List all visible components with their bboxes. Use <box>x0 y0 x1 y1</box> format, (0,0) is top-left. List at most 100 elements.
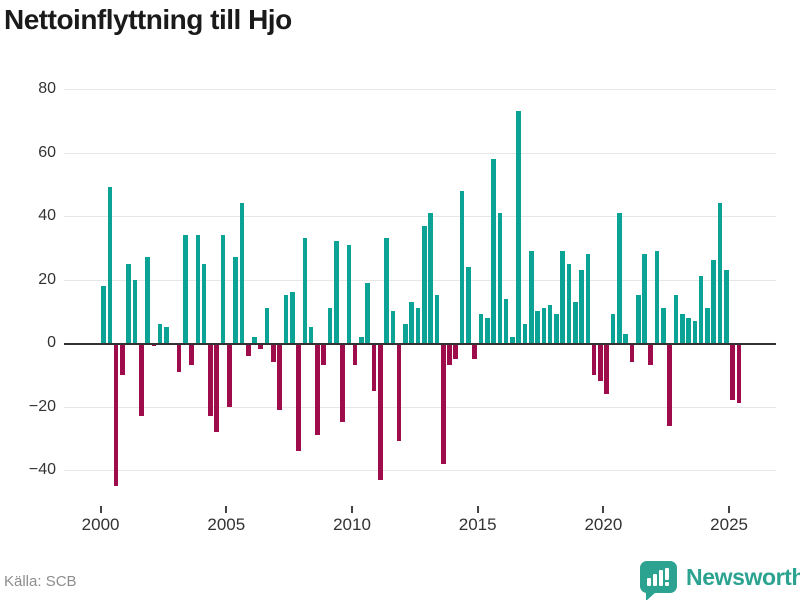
source-caption: Källa: SCB <box>4 573 77 590</box>
bar-2020-q2 <box>610 314 616 343</box>
x-axis-tick-2010 <box>351 506 353 513</box>
bar-2024-q3 <box>717 203 723 343</box>
bar-2000-q1 <box>101 285 106 343</box>
bar-2020-q4 <box>623 333 628 343</box>
y-axis-label: 60 <box>38 143 56 161</box>
y-axis-label: 0 <box>47 334 56 351</box>
bar-2002-q3 <box>164 327 169 343</box>
bar-2019-q3 <box>591 345 597 375</box>
bar-2014-q4 <box>472 345 477 359</box>
bar-2015-q1 <box>478 314 484 343</box>
bar-2011-q3 <box>390 311 396 344</box>
bar-2013-q2 <box>434 295 440 343</box>
bar-2024-q2 <box>711 260 716 343</box>
bar-2021-q1 <box>629 345 635 362</box>
bar-2002-q2 <box>157 323 163 343</box>
x-axis-tick-2020 <box>602 506 605 513</box>
bar-2005-q3 <box>239 203 245 343</box>
bar-2020-q1 <box>604 345 610 394</box>
bar-2021-q3 <box>642 254 647 343</box>
x-axis-label-2010: 2010 <box>333 515 371 534</box>
bar-2007-q4 <box>296 345 301 451</box>
bar-2015-q2 <box>484 317 490 343</box>
x-axis-label-2005: 2005 <box>207 515 246 534</box>
bar-2012-q4 <box>422 225 427 343</box>
bar-2014-q1 <box>453 345 459 359</box>
chart-title: Nettoinflyttning till Hjo <box>4 4 292 35</box>
bar-2021-q2 <box>635 295 641 343</box>
bar-2018-q4 <box>573 301 578 343</box>
bar-2004-q1 <box>201 263 207 343</box>
bar-2012-q1 <box>403 323 408 343</box>
bar-2019-q1 <box>579 270 584 343</box>
bar-2010-q2 <box>359 336 364 343</box>
bar-2018-q1 <box>554 314 559 343</box>
bar-2017-q2 <box>535 311 540 344</box>
bar-2001-q3 <box>138 345 144 416</box>
bar-2010-q3 <box>365 282 371 343</box>
bar-2022-q3 <box>667 345 672 426</box>
bar-2012-q3 <box>415 308 421 343</box>
x-axis-label-2020: 2020 <box>584 515 623 534</box>
bar-2011-q4 <box>396 345 402 442</box>
bar-2016-q1 <box>503 298 509 343</box>
bar-2009-q1 <box>327 308 333 343</box>
bar-2023-q3 <box>692 320 698 343</box>
bar-2024-q4 <box>723 270 729 343</box>
bar-2006-q1 <box>252 336 257 343</box>
x-axis-label-2025: 2025 <box>710 515 748 534</box>
logo-mini-bar-1 <box>647 578 651 586</box>
bar-2000-q4 <box>120 345 125 375</box>
bar-2024-q1 <box>705 308 710 343</box>
bar-2019-q4 <box>598 345 603 382</box>
bar-2006-q4 <box>271 345 276 362</box>
bar-2023-q2 <box>686 317 691 343</box>
gridline-y40 <box>64 216 776 217</box>
bar-2004-q2 <box>208 345 213 416</box>
bar-2010-q4 <box>371 345 377 391</box>
bar-2017-q1 <box>528 250 534 343</box>
x-axis-tick-2005 <box>225 506 228 513</box>
zero-axis-line <box>64 343 776 345</box>
bar-2011-q1 <box>378 345 383 480</box>
bar-2022-q4 <box>673 295 679 343</box>
bar-2000-q3 <box>113 345 119 486</box>
bar-2017-q4 <box>547 304 553 343</box>
gridline-y80 <box>64 89 776 90</box>
bar-2008-q2 <box>308 327 314 343</box>
logo-exclamation-dot <box>665 582 669 586</box>
bar-2011-q2 <box>384 238 389 343</box>
bar-2018-q2 <box>560 250 566 343</box>
bar-2004-q4 <box>220 235 226 343</box>
bar-2009-q2 <box>333 241 339 343</box>
bar-2009-q3 <box>340 345 345 423</box>
newsworthy-logo-text: Newsworthy <box>686 564 800 590</box>
bar-2000-q2 <box>107 187 113 343</box>
bar-2014-q2 <box>459 190 465 343</box>
bar-2023-q1 <box>679 314 685 343</box>
bar-2001-q2 <box>132 279 138 343</box>
bar-2017-q3 <box>541 308 547 343</box>
gridline-y-40 <box>64 470 776 471</box>
bar-2007-q3 <box>289 292 295 343</box>
bar-2022-q2 <box>661 308 666 343</box>
x-axis-label-2015: 2015 <box>458 515 497 534</box>
logo-mini-bar-3 <box>659 570 663 586</box>
gridline-y-20 <box>64 406 776 408</box>
bar-2007-q2 <box>283 295 289 343</box>
bar-2006-q2 <box>258 345 264 350</box>
bar-2016-q3 <box>516 111 521 343</box>
x-axis-tick-2025 <box>728 506 731 513</box>
bar-2014-q3 <box>466 266 471 343</box>
bar-2020-q3 <box>617 212 622 343</box>
bar-2010-q1 <box>352 345 358 366</box>
gridline-y20 <box>64 279 776 281</box>
bar-2015-q4 <box>497 212 503 343</box>
bar-2002-q1 <box>151 345 157 347</box>
bar-2005-q4 <box>245 345 251 356</box>
bar-2003-q3 <box>189 345 194 366</box>
bar-2015-q3 <box>491 158 496 343</box>
bar-2016-q4 <box>522 323 528 343</box>
y-axis-label: −40 <box>28 461 56 478</box>
